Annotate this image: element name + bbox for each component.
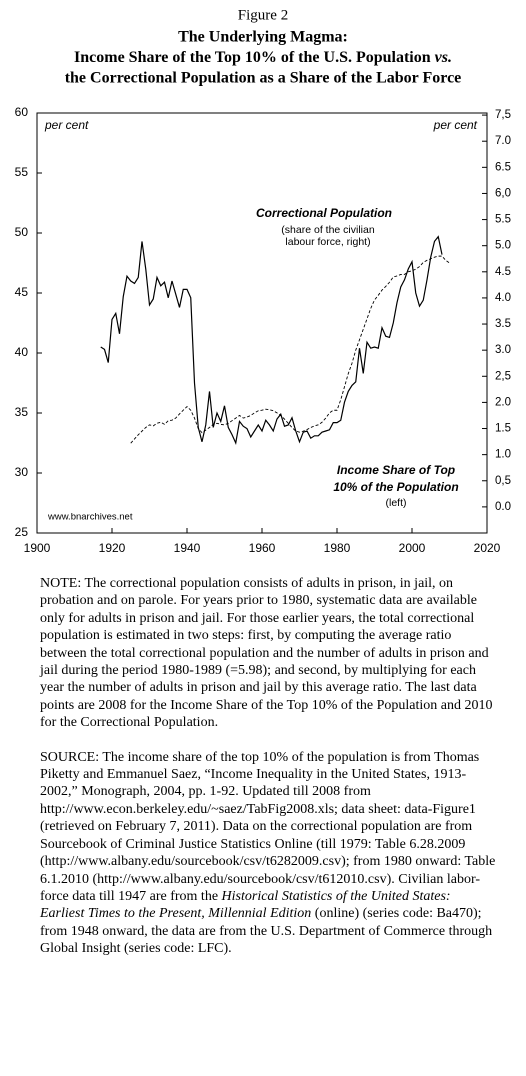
- annotation: www.bnarchives.net: [47, 512, 133, 523]
- source: SOURCE: The income share of the top 10% …: [40, 749, 498, 958]
- source-text: Historical Statistics of the United Stat…: [40, 888, 451, 922]
- series-line: [130, 255, 450, 444]
- series-line: [100, 235, 443, 446]
- y-tick-label: 55: [15, 165, 29, 179]
- y2-tick-label: 6.5: [495, 161, 511, 173]
- y-tick-label: 35: [15, 405, 29, 419]
- x-tick-label: 1900: [24, 541, 51, 555]
- annotation: Correctional Population: [256, 206, 392, 220]
- y-tick-label: 40: [15, 345, 29, 359]
- y2-tick-label: 7,5: [495, 109, 511, 121]
- chart-title: The Underlying Magma:: [178, 29, 348, 46]
- y2-tick-label: 2,5: [495, 370, 511, 382]
- x-tick-label: 1940: [174, 541, 201, 555]
- y2-tick-label: 4.0: [495, 292, 511, 304]
- x-tick-label: 2020: [474, 541, 501, 555]
- y2-tick-label: 0.0: [495, 501, 511, 513]
- y-unit-label: per cent: [44, 118, 89, 132]
- y-tick-label: 45: [15, 285, 29, 299]
- notes: NOTE: The correctional population consis…: [40, 575, 498, 975]
- chart: Figure 2 The Underlying Magma: Income Sh…: [15, 7, 511, 555]
- source-text: SOURCE: The income share of the top 10% …: [40, 749, 496, 904]
- y2-tick-label: 6,0: [495, 187, 511, 199]
- note: NOTE: The correctional population consis…: [40, 576, 493, 731]
- y2-tick-label: 0,5: [495, 475, 511, 487]
- y-tick-label: 60: [15, 105, 29, 119]
- y2-tick-label: 4.5: [495, 266, 511, 278]
- y2-tick-label: 3.0: [495, 344, 511, 356]
- source-text: (online) (series code: Ba470); from 1948…: [40, 906, 493, 957]
- annotation: Income Share of Top: [337, 463, 455, 477]
- chart-title-part: Income Share of the Top 10% of the U.S. …: [74, 49, 431, 66]
- y-tick-label: 30: [15, 465, 29, 479]
- y2-tick-label: 1.0: [495, 449, 511, 461]
- y2-unit-label: per cent: [433, 118, 478, 132]
- chart-title-part: vs.: [435, 49, 452, 66]
- y2-tick-label: 2.0: [495, 396, 511, 408]
- annotation: 10% of the Population: [333, 480, 458, 494]
- annotation: (share of the civilian: [281, 224, 375, 236]
- x-tick-label: 1980: [324, 541, 351, 555]
- x-tick-label: 1920: [99, 541, 126, 555]
- y2-tick-label: 7.0: [495, 135, 511, 147]
- annotation: (left): [386, 497, 407, 509]
- y-tick-label: 50: [15, 225, 29, 239]
- x-tick-label: 2000: [399, 541, 426, 555]
- annotation: labour force, right): [285, 236, 370, 248]
- y2-tick-label: 3.5: [495, 318, 511, 330]
- x-tick-label: 1960: [249, 541, 276, 555]
- chart-title: Income Share of the Top 10% of the U.S. …: [74, 49, 452, 66]
- y2-tick-label: 5.0: [495, 240, 511, 252]
- y2-tick-label: 5.5: [495, 214, 511, 226]
- figure-label: Figure 2: [238, 7, 288, 23]
- chart-title: the Correctional Population as a Share o…: [65, 70, 462, 87]
- y-tick-label: 25: [15, 525, 29, 539]
- y2-tick-label: 1.5: [495, 423, 511, 435]
